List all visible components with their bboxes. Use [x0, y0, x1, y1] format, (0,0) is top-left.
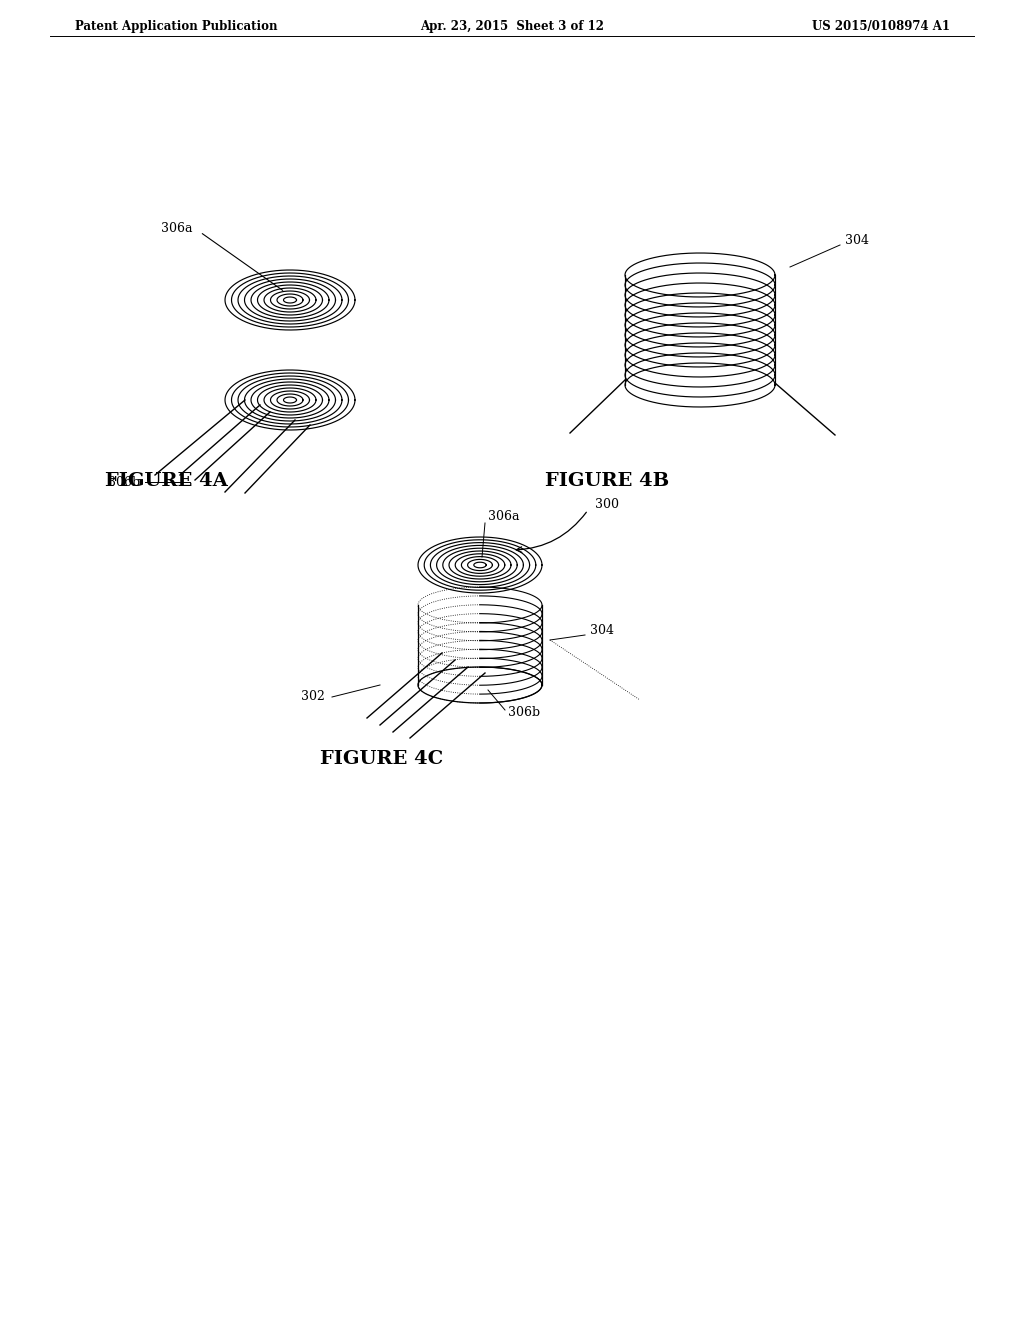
Text: 304: 304: [590, 623, 614, 636]
Text: US 2015/0108974 A1: US 2015/0108974 A1: [812, 20, 950, 33]
Text: 300: 300: [595, 499, 618, 511]
Text: FIGURE 4A: FIGURE 4A: [105, 473, 227, 490]
Text: 306a: 306a: [161, 222, 193, 235]
Text: Apr. 23, 2015  Sheet 3 of 12: Apr. 23, 2015 Sheet 3 of 12: [420, 20, 604, 33]
Text: Patent Application Publication: Patent Application Publication: [75, 20, 278, 33]
Text: FIGURE 4B: FIGURE 4B: [545, 473, 670, 490]
Text: 306b: 306b: [108, 475, 140, 488]
Text: 304: 304: [845, 234, 869, 247]
Text: 306b: 306b: [508, 706, 540, 719]
Text: 302: 302: [301, 690, 325, 704]
Text: FIGURE 4C: FIGURE 4C: [319, 750, 443, 768]
Text: 306a: 306a: [488, 511, 519, 524]
